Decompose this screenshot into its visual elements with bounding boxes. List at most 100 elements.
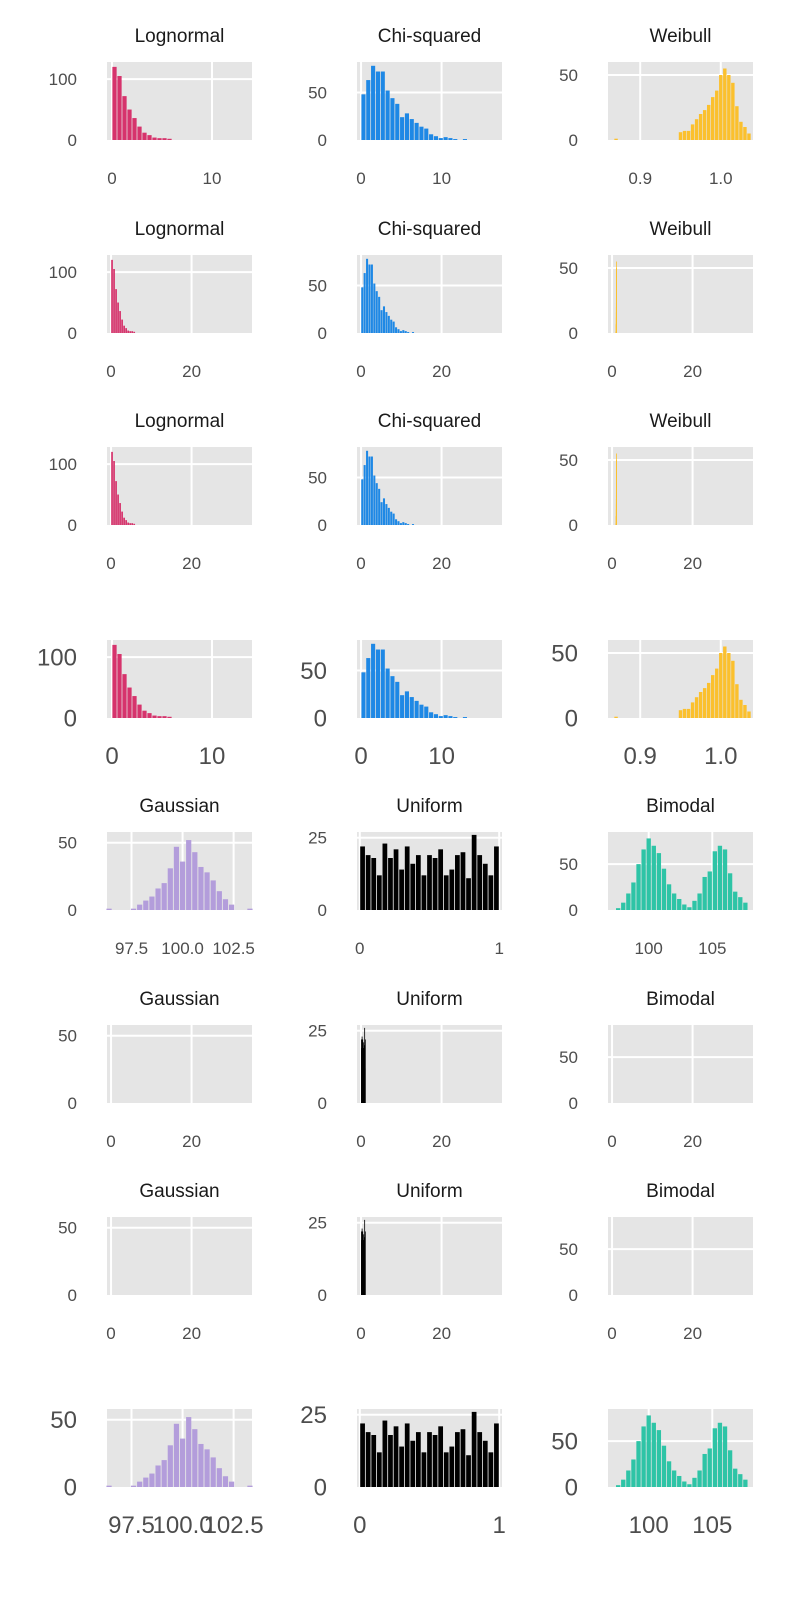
- histogram-bar: [378, 296, 381, 333]
- histogram-bar: [678, 710, 683, 718]
- histogram-bar: [360, 1423, 365, 1487]
- histogram-bar: [385, 90, 390, 140]
- histogram-bar: [616, 518, 617, 525]
- subplot: Bimodal 0 50 0 20: [559, 989, 753, 1151]
- y-tick-label: 0: [569, 1286, 578, 1305]
- histogram-bar: [364, 1231, 366, 1295]
- histogram-bar: [694, 119, 699, 140]
- histogram-bar: [132, 696, 137, 718]
- subplot: 0 50 0.9 1.0: [551, 640, 753, 770]
- histogram-bar: [715, 668, 719, 718]
- histogram-bar: [432, 858, 438, 910]
- histogram-bar: [488, 875, 494, 910]
- histogram-bar: [727, 1450, 733, 1487]
- histogram-bar: [424, 128, 429, 140]
- histogram-bar: [112, 66, 117, 140]
- histogram-bar: [390, 98, 395, 140]
- plot-background: [107, 255, 252, 333]
- x-tick-label: 20: [432, 1324, 451, 1343]
- plot-background: [608, 447, 753, 525]
- histogram-bar: [371, 65, 376, 140]
- subplot: Gaussian 0 50 97.5 100.0 102.5: [58, 796, 255, 958]
- histogram-bar: [387, 507, 390, 525]
- x-tick-label: 1: [493, 1512, 506, 1539]
- y-tick-label: 0: [68, 324, 77, 343]
- histogram-bar: [614, 138, 618, 140]
- histogram-bar: [385, 312, 388, 333]
- histogram-bar: [687, 1484, 692, 1487]
- histogram-bar: [157, 138, 162, 140]
- histogram-bar: [392, 321, 395, 333]
- histogram-bar: [723, 646, 727, 718]
- histogram-bar: [614, 716, 618, 718]
- histogram-bar: [198, 1443, 204, 1487]
- histogram-bar: [410, 863, 416, 910]
- histogram-bar: [115, 481, 117, 525]
- histogram-bar: [167, 868, 173, 910]
- histogram-bar: [666, 884, 672, 910]
- subplot: Uniform 0 25 0 1: [308, 796, 504, 958]
- histogram-bar: [142, 710, 147, 718]
- histogram-bar: [723, 68, 727, 140]
- histogram-bar: [636, 864, 641, 910]
- subplot: Lognormal 0 100 0 10: [49, 26, 252, 188]
- histogram-bar: [375, 291, 378, 333]
- histogram-bar: [390, 511, 393, 525]
- subplot-title: Gaussian: [139, 989, 219, 1010]
- histogram-bar: [686, 708, 691, 718]
- histogram-bar: [494, 1423, 499, 1487]
- histogram-bar: [390, 676, 395, 718]
- x-tick-label: 0: [356, 1324, 365, 1343]
- histogram-bar: [147, 135, 152, 140]
- histogram-bar: [438, 1426, 444, 1487]
- x-tick-label: 20: [182, 362, 201, 381]
- histogram-bar: [132, 118, 137, 140]
- histogram-bar: [651, 845, 656, 910]
- histogram-bar: [133, 523, 136, 525]
- histogram-bar: [651, 1422, 656, 1487]
- histogram-bar: [711, 97, 715, 140]
- histogram-bar: [743, 705, 747, 718]
- histogram-bar: [682, 708, 687, 718]
- x-tick-label: 10: [432, 169, 451, 188]
- y-tick-label: 25: [308, 829, 327, 848]
- y-tick-label: 100: [49, 70, 77, 89]
- histogram-bar: [382, 306, 386, 333]
- x-tick-label: 100: [635, 939, 663, 958]
- histogram-bar: [677, 898, 682, 910]
- histogram-bar: [113, 269, 115, 333]
- y-tick-label: 50: [50, 1407, 77, 1434]
- x-tick-label: 20: [432, 362, 451, 381]
- histogram-bar: [631, 1459, 636, 1487]
- histogram-bar: [427, 1432, 432, 1487]
- subplot-title: Lognormal: [135, 26, 225, 47]
- histogram-bar: [373, 283, 376, 333]
- histogram-bar: [186, 840, 192, 910]
- histogram-bar: [127, 330, 130, 333]
- x-tick-label: 97.5: [115, 939, 148, 958]
- histogram-bar: [415, 855, 421, 910]
- histogram-bar: [192, 852, 198, 910]
- histogram-bar: [453, 139, 458, 140]
- histogram-bar: [399, 1446, 404, 1487]
- histogram-bar: [130, 908, 137, 910]
- y-tick-label: 0: [569, 131, 578, 150]
- subplot-title: Uniform: [396, 1181, 463, 1202]
- histogram-bar: [438, 138, 443, 140]
- histogram-bar: [167, 716, 172, 718]
- histogram-bar: [393, 849, 399, 910]
- histogram-bar: [375, 649, 380, 718]
- histogram-bar: [636, 1441, 641, 1487]
- histogram-bar: [415, 1432, 421, 1487]
- histogram-bar: [666, 1461, 672, 1487]
- histogram-bar: [731, 82, 735, 140]
- histogram-bar: [380, 310, 383, 333]
- subplot: Uniform 0 25 0 20: [308, 989, 502, 1151]
- y-tick-label: 0: [68, 131, 77, 150]
- x-tick-label: 0.9: [628, 169, 652, 188]
- histogram-bar: [690, 124, 695, 140]
- histogram-bar: [130, 1485, 137, 1487]
- histogram-bar: [370, 264, 373, 333]
- histogram-bar: [621, 902, 626, 910]
